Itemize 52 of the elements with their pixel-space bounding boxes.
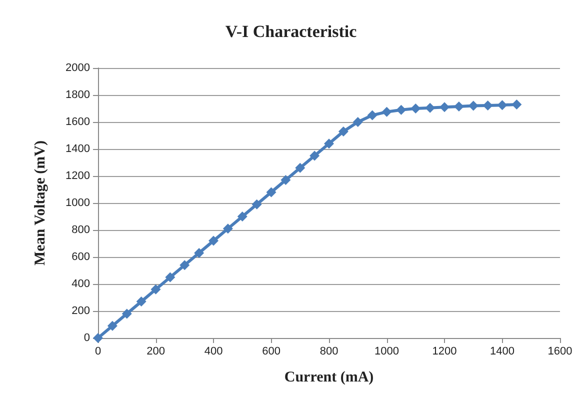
x-tick-label: 1200 <box>432 346 457 358</box>
point <box>237 212 248 222</box>
x-tick-label: 400 <box>204 346 223 358</box>
point <box>295 162 306 173</box>
point <box>425 102 436 113</box>
point <box>136 296 146 307</box>
x-tick-label: 800 <box>320 346 338 358</box>
point <box>512 99 522 110</box>
x-tick-label: 1400 <box>490 346 514 358</box>
point <box>324 138 334 149</box>
x-tick-label: 0 <box>94 346 102 358</box>
point <box>410 104 421 114</box>
point <box>222 224 233 234</box>
x-tick-label: 200 <box>146 346 165 358</box>
point <box>252 199 262 210</box>
point <box>180 260 190 270</box>
point <box>367 110 378 120</box>
y-tick-label: 200 <box>72 305 90 317</box>
y-tick-label: 400 <box>72 278 90 290</box>
y-tick-label: 1600 <box>66 116 90 128</box>
point <box>194 248 204 258</box>
point <box>454 101 464 112</box>
y-tick-label: 2000 <box>66 62 90 74</box>
chart-title: V-I Characteristic <box>225 22 358 41</box>
point <box>468 100 478 111</box>
y-axis-title: Mean Voltage (mV) <box>32 140 48 266</box>
point <box>150 284 161 294</box>
y-tick-label: 0 <box>84 332 90 344</box>
point <box>165 272 176 282</box>
point <box>208 236 218 246</box>
point <box>396 104 406 115</box>
point <box>440 102 450 112</box>
y-tick-label: 800 <box>72 224 90 236</box>
point <box>352 117 363 127</box>
point <box>310 150 320 161</box>
x-tick-label: 600 <box>262 346 280 358</box>
y-tick-label: 600 <box>72 251 90 263</box>
point <box>382 106 392 117</box>
x-axis-title: Current (mA) <box>284 370 374 386</box>
point <box>482 100 493 111</box>
y-tick-label: 1400 <box>66 143 90 155</box>
x-tick-label: 1600 <box>548 346 572 358</box>
y-tick-label: 1800 <box>66 89 90 101</box>
y-tick-label: 1200 <box>66 170 90 182</box>
x-tick-label: 1000 <box>374 346 399 358</box>
point <box>107 320 118 331</box>
y-tick-label: 1000 <box>66 197 90 209</box>
point <box>497 100 508 110</box>
point <box>338 126 348 136</box>
point <box>266 187 276 198</box>
point <box>122 308 132 319</box>
point <box>280 175 291 186</box>
